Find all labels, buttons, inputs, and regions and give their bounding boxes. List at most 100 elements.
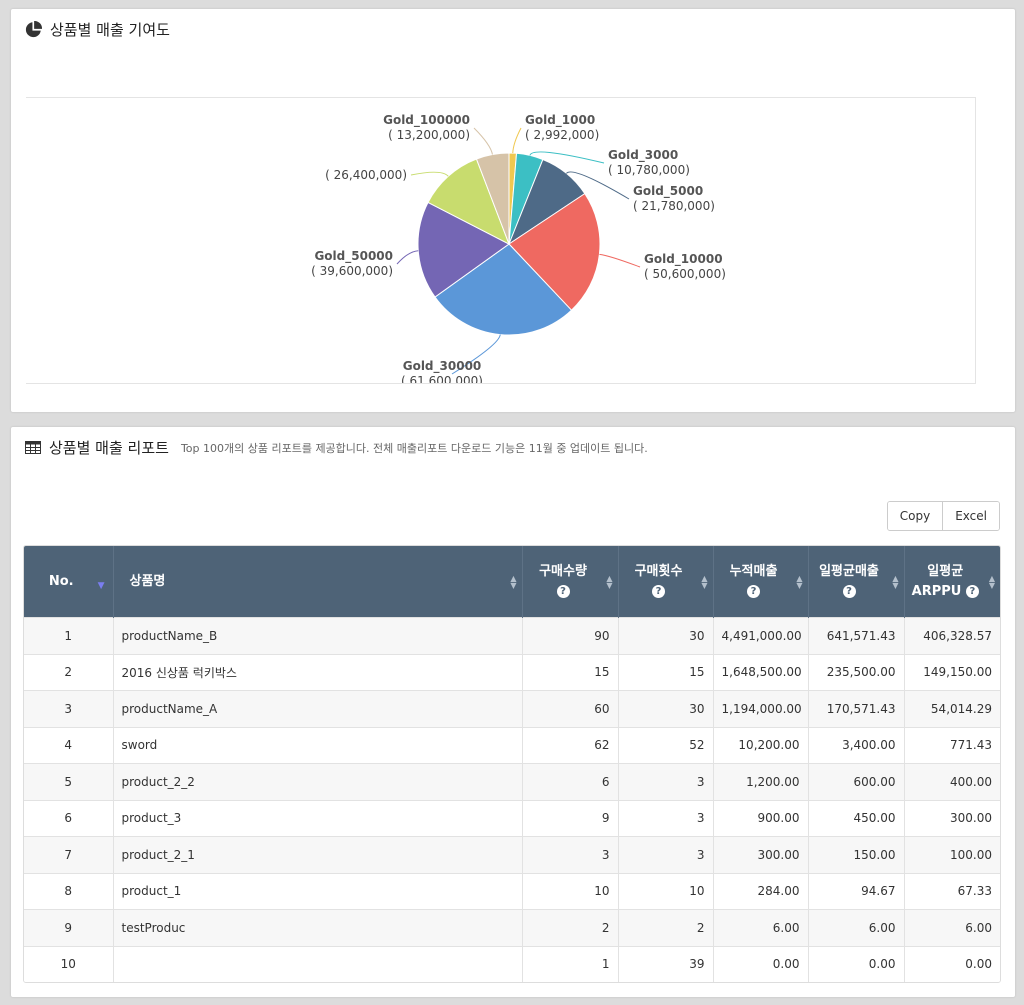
pie-slice-value-label: ( 21,780,000): [633, 199, 715, 213]
table-row[interactable]: 9 testProduc 2 2 6.00 6.00 6.00: [24, 909, 1000, 946]
cell-total-sales: 900.00: [713, 799, 809, 837]
cell-purchase-count: 15: [618, 653, 714, 691]
cell-total-sales: 10,200.00: [713, 726, 809, 764]
pie-slice-value-label: ( 39,600,000): [311, 264, 393, 278]
report-table: No. ▼ 상품명 ▲ ▼ 구매수량 ? ▲ ▼ 구매횟수 ?: [24, 546, 1000, 982]
cell-daily-avg-sales: 641,571.43: [808, 617, 905, 654]
cell-purchase-qty: 2: [522, 909, 619, 946]
col-header-purchase-count[interactable]: 구매횟수 ? ▲ ▼: [618, 546, 714, 618]
cell-daily-avg-arppu: 771.43: [904, 726, 1000, 764]
chart-panel-header: 상품별 매출 기여도: [25, 19, 170, 40]
export-button-group: Copy Excel: [886, 501, 1000, 531]
pie-slice-value-label: ( 10,780,000): [608, 163, 690, 177]
cell-daily-avg-sales: 94.67: [808, 872, 905, 910]
cell-no: 2: [24, 653, 114, 691]
cell-no: 5: [24, 763, 114, 800]
copy-button[interactable]: Copy: [887, 502, 943, 530]
pie-slice[interactable]: [427, 158, 510, 246]
cell-purchase-count: 3: [618, 763, 714, 800]
pie-slice[interactable]: [475, 152, 510, 245]
col-header-total-sales[interactable]: 누적매출 ? ▲ ▼: [713, 546, 809, 618]
pie-slice-name-label: Gold_10000: [644, 252, 723, 267]
sort-icon: ▲ ▼: [606, 573, 613, 590]
cell-daily-avg-arppu: 67.33: [904, 872, 1000, 910]
report-panel-subtitle: Top 100개의 상품 리포트를 제공합니다. 전체 매출리포트 다운로드 기…: [180, 441, 648, 455]
cell-total-sales: 0.00: [713, 945, 809, 982]
cell-product-name: sword: [113, 726, 523, 764]
cell-total-sales: 300.00: [713, 836, 809, 873]
cell-total-sales: 1,194,000.00: [713, 690, 809, 727]
cell-product-name: testProduc: [113, 909, 523, 946]
cell-no: 4: [24, 726, 114, 764]
pie-leader-line: [529, 151, 605, 164]
pie-chart-icon: [25, 21, 42, 38]
help-icon[interactable]: ?: [965, 584, 979, 598]
cell-daily-avg-sales: 450.00: [808, 799, 905, 837]
cell-purchase-qty: 1: [522, 945, 619, 982]
pie-slice-value-label: ( 13,200,000): [388, 128, 470, 142]
pie-leader-line: [451, 334, 501, 375]
help-icon[interactable]: ?: [652, 584, 665, 598]
pie-slice-name-label: Gold_1000: [525, 113, 595, 128]
pie-leader-line: [410, 171, 449, 177]
pie-leader-line: [599, 253, 641, 268]
cell-product-name: product_2_1: [113, 836, 523, 873]
report-panel-title: 상품별 매출 리포트: [49, 439, 169, 457]
cell-total-sales: 1,200.00: [713, 763, 809, 800]
table-row[interactable]: 2 2016 신상품 럭키박스 15 15 1,648,500.00 235,500.00…: [24, 653, 1000, 691]
cell-daily-avg-arppu: 0.00: [904, 945, 1000, 982]
cell-total-sales: 284.00: [713, 872, 809, 910]
table-row[interactable]: 6 product_3 9 3 900.00 450.00 300.00: [24, 799, 1000, 837]
cell-purchase-count: 2: [618, 909, 714, 946]
table-row[interactable]: 5 product_2_2 6 3 1,200.00 600.00 400.00: [24, 763, 1000, 800]
cell-product-name: product_1: [113, 872, 523, 910]
cell-product-name: [113, 945, 523, 982]
cell-no: 9: [24, 909, 114, 946]
sort-icon: ▲ ▼: [988, 573, 995, 590]
table-body: 1 productName_B 90 30 4,491,000.00 641,571.43…: [24, 617, 1000, 982]
cell-product-name: productName_A: [113, 690, 523, 727]
table-row[interactable]: 3 productName_A 60 30 1,194,000.00 170,571.43…: [24, 690, 1000, 727]
cell-daily-avg-arppu: 400.00: [904, 763, 1000, 800]
cell-product-name: product_3: [113, 799, 523, 837]
cell-total-sales: 6.00: [713, 909, 809, 946]
col-header-product-name[interactable]: 상품명 ▲ ▼: [113, 546, 523, 618]
sort-desc-icon: ▼: [97, 580, 105, 591]
col-header-purchase-qty[interactable]: 구매수량 ? ▲ ▼: [522, 546, 619, 618]
table-row[interactable]: 8 product_1 10 10 284.00 94.67 67.33: [24, 872, 1000, 910]
pie-slice-value-label: ( 26,400,000): [325, 168, 407, 182]
cell-purchase-qty: 62: [522, 726, 619, 764]
col-header-no[interactable]: No. ▼: [24, 546, 114, 618]
cell-purchase-count: 30: [618, 617, 714, 654]
cell-daily-avg-sales: 6.00: [808, 909, 905, 946]
table-row[interactable]: 4 sword 62 52 10,200.00 3,400.00 771.43: [24, 726, 1000, 764]
pie-slice-value-label: ( 50,600,000): [644, 267, 726, 281]
col-header-daily-avg-sales[interactable]: 일평균매출 ? ▲ ▼: [808, 546, 905, 618]
col-header-daily-avg-arppu[interactable]: 일평균 ARPPU ? ▲ ▼: [904, 546, 1000, 618]
cell-purchase-qty: 90: [522, 617, 619, 654]
cell-no: 1: [24, 617, 114, 654]
sort-icon: ▲ ▼: [510, 573, 517, 590]
cell-product-name: productName_B: [113, 617, 523, 654]
sort-icon: ▲ ▼: [701, 573, 708, 590]
pie-slice[interactable]: [417, 201, 510, 298]
table-icon: [25, 441, 41, 454]
table-row[interactable]: 10 1 39 0.00 0.00 0.00: [24, 945, 1000, 982]
help-icon[interactable]: ?: [842, 584, 856, 598]
pie-slice-name-label: Gold_50000: [314, 249, 393, 264]
table-row[interactable]: 7 product_2_1 3 3 300.00 150.00 100.00: [24, 836, 1000, 873]
pie-slice[interactable]: [434, 243, 573, 336]
cell-purchase-count: 39: [618, 945, 714, 982]
help-icon[interactable]: ?: [556, 584, 570, 598]
cell-no: 8: [24, 872, 114, 910]
cell-daily-avg-sales: 170,571.43: [808, 690, 905, 727]
pie-slice-value-label: ( 61,600,000): [401, 374, 483, 383]
cell-daily-avg-arppu: 54,014.29: [904, 690, 1000, 727]
pie-slice[interactable]: [508, 192, 601, 311]
help-icon[interactable]: ?: [747, 584, 760, 598]
pie-leader-line: [512, 127, 522, 154]
cell-daily-avg-sales: 150.00: [808, 836, 905, 873]
cell-daily-avg-arppu: 300.00: [904, 799, 1000, 837]
table-row[interactable]: 1 productName_B 90 30 4,491,000.00 641,571.43…: [24, 617, 1000, 654]
excel-button[interactable]: Excel: [942, 502, 999, 530]
